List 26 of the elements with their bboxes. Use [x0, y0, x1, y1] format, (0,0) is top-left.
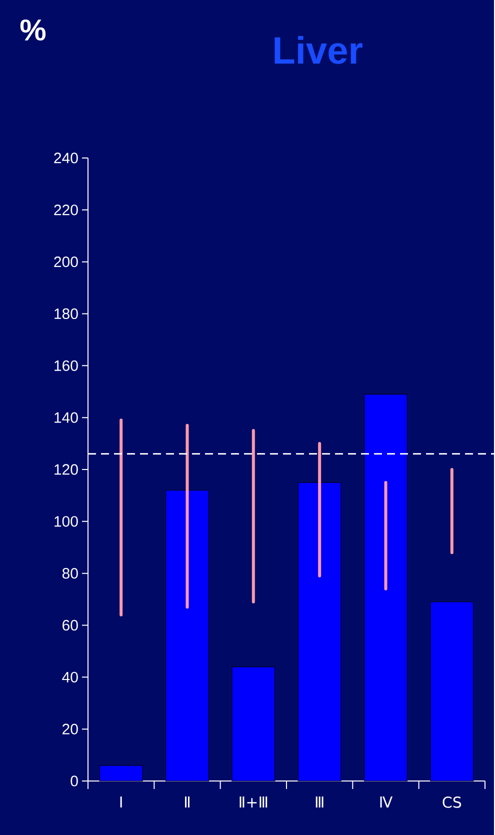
y-tick-label: 120	[54, 464, 78, 475]
y-tick-label: 0	[70, 776, 78, 786]
y-tick-label: 40	[62, 672, 78, 682]
y-tick-label: 140	[54, 412, 78, 423]
y-tick-label: 240	[54, 152, 78, 164]
y-axis-title: %	[20, 19, 46, 41]
y-tick-label: 160	[54, 360, 78, 371]
bar	[298, 482, 342, 782]
y-tick-label: 200	[54, 256, 78, 268]
x-tick-label: CS	[442, 796, 462, 808]
x-tick-label: I	[120, 796, 122, 808]
x-tick-label: Ⅳ	[380, 796, 393, 808]
y-tick-label: 220	[54, 204, 78, 216]
y-tick-label: 100	[54, 516, 78, 527]
x-tick-label: Ⅱ+Ⅲ	[240, 796, 268, 808]
bar	[364, 394, 408, 782]
y-tick-label: 180	[54, 308, 78, 320]
y-tick-label: 60	[62, 620, 78, 631]
bar	[232, 666, 276, 782]
x-tick-label: Ⅲ	[316, 796, 324, 808]
bar	[430, 602, 474, 782]
x-tick-label: Ⅱ	[185, 796, 190, 808]
y-tick-label: 20	[62, 724, 78, 734]
bar	[166, 490, 210, 782]
chart-title: Liver	[274, 36, 363, 64]
y-tick-label: 80	[62, 568, 78, 579]
